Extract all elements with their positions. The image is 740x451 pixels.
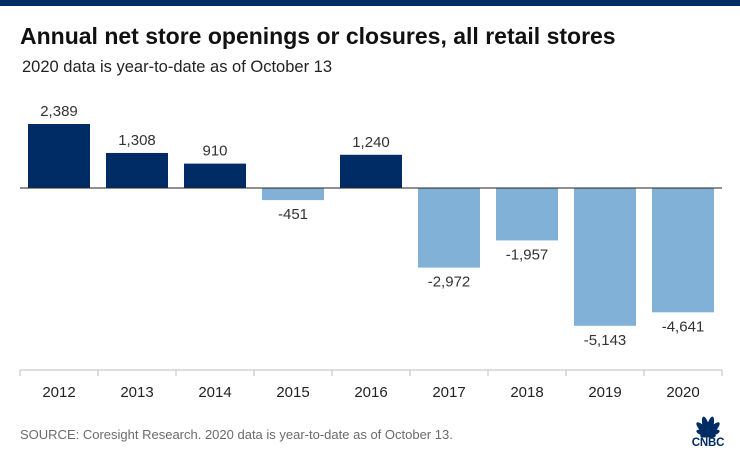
x-tick-label-2016: 2016 xyxy=(354,384,387,401)
data-label-2019: -5,143 xyxy=(584,332,627,349)
peacock-icon xyxy=(696,416,720,438)
x-tick-label-2013: 2013 xyxy=(120,384,153,401)
bar-2014 xyxy=(184,163,246,188)
bar-2016 xyxy=(340,154,402,188)
data-label-2017: -2,972 xyxy=(428,274,471,291)
logo-wordmark: CNBC xyxy=(691,437,725,449)
cnbc-logo: CNBC xyxy=(682,410,734,450)
data-label-2016: 1,240 xyxy=(352,134,390,151)
data-label-2018: -1,957 xyxy=(506,246,549,263)
data-label-2013: 1,308 xyxy=(118,132,156,149)
x-tick-label-2015: 2015 xyxy=(276,384,309,401)
data-label-2015: -451 xyxy=(278,206,308,223)
bar-2012 xyxy=(28,124,90,188)
chart-title: Annual net store openings or closures, a… xyxy=(20,23,616,49)
source-note: SOURCE: Coresight Research. 2020 data is… xyxy=(20,427,453,442)
x-tick-label-2018: 2018 xyxy=(510,384,543,401)
data-label-2012: 2,389 xyxy=(40,103,78,120)
data-label-2020: -4,641 xyxy=(662,318,705,335)
bar-2019 xyxy=(574,188,636,326)
bar-2017 xyxy=(418,188,480,268)
data-label-2014: 910 xyxy=(202,143,227,160)
bar-2013 xyxy=(106,152,168,188)
x-tick-label-2020: 2020 xyxy=(666,384,699,401)
bar-2020 xyxy=(652,188,714,313)
bar-2018 xyxy=(496,188,558,241)
bar-2015 xyxy=(262,188,324,201)
bar-chart: 2,389 2012 1,308 2013 910 2014 -451 2015 1,240 20… xyxy=(19,103,723,401)
x-tick-label-2014: 2014 xyxy=(198,384,231,401)
x-tick-label-2017: 2017 xyxy=(432,384,465,401)
top-accent-bar xyxy=(0,0,740,6)
x-tick-label-2019: 2019 xyxy=(588,384,621,401)
chart-subtitle: 2020 data is year-to-date as of October … xyxy=(22,58,333,76)
x-tick-label-2012: 2012 xyxy=(42,384,75,401)
